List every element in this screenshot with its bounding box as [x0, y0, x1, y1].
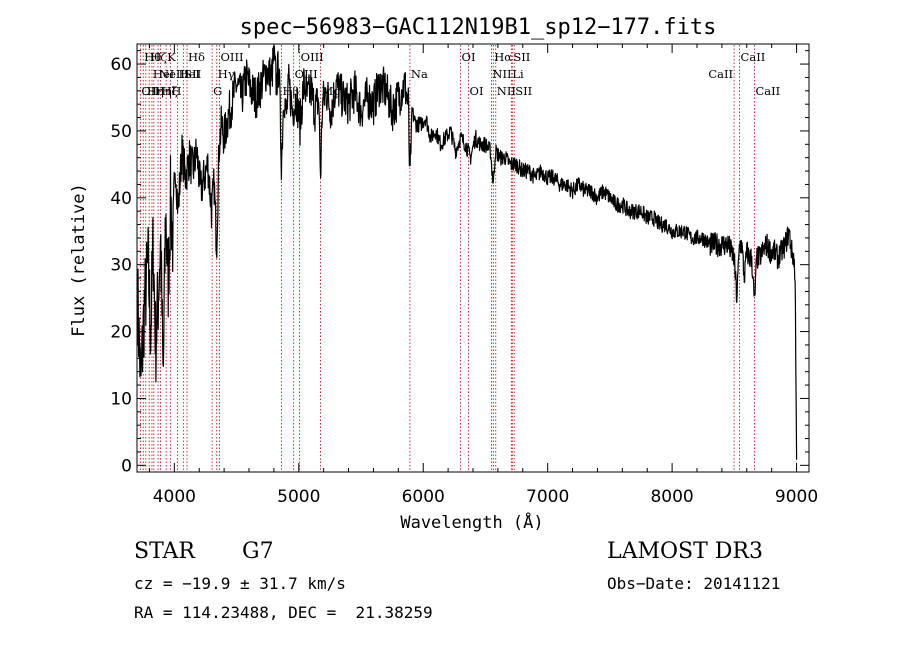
y-tick-label: 40 — [110, 189, 132, 209]
line-label-24: Hα — [494, 50, 512, 64]
x-axis-label: Wavelength (Å) — [400, 511, 543, 533]
y-tick-label: 20 — [110, 323, 132, 343]
y-tick-label: 50 — [110, 122, 132, 142]
line-label-3: Hζ — [150, 50, 166, 64]
x-tick-label: 9000 — [775, 487, 818, 507]
line-label-20: Na — [411, 67, 428, 81]
y-tick-label: 60 — [110, 55, 132, 75]
chart-title: spec−56983−GAC112N19B1_sp12−177.fits — [240, 15, 717, 40]
y-axis-label: Flux (relative) — [69, 183, 89, 337]
line-label-29: CaII — [708, 67, 733, 81]
line-label-23: NII — [492, 67, 511, 81]
line-label-31: CaII — [755, 84, 780, 98]
y-tick-label: 10 — [110, 389, 132, 409]
obs-date: Obs−Date: 20141121 — [607, 574, 781, 593]
line-label-15: OIII — [221, 50, 244, 64]
redshift-cz: cz = −19.9 ± 31.7 km/s — [134, 574, 346, 593]
line-label-28: SII — [515, 84, 532, 98]
line-label-10: HeI — [179, 67, 200, 81]
x-tick-label: 7000 — [526, 487, 569, 507]
line-label-27: SII — [513, 50, 530, 64]
line-label-18: OIII — [301, 50, 324, 64]
line-label-6: NeIII — [159, 67, 190, 81]
survey-name: LAMOST DR3 — [607, 539, 763, 564]
line-label-21: OI — [462, 50, 476, 64]
line-label-30: CaII — [741, 50, 766, 64]
line-label-4: HeI — [153, 67, 174, 81]
flux-series — [137, 45, 798, 460]
line-label-0: OII — [141, 84, 160, 98]
x-tick-label: 5000 — [277, 487, 320, 507]
x-tick-label: 8000 — [650, 487, 693, 507]
axis-ticks: 4000 5000 6000 7000 8000 9000 0 10 20 30 40 50 60 — [110, 44, 818, 507]
x-tick-label: 6000 — [402, 487, 445, 507]
x-tick-label: 4000 — [153, 487, 196, 507]
line-label-12: Hδ — [188, 50, 205, 64]
y-tick-label: 30 — [110, 256, 132, 276]
line-labels: OIIHθHηHζHeIHηNeIIIHζKHHeISIIHδGHγOIIIHβ… — [141, 50, 780, 98]
line-label-5: Hη — [155, 84, 172, 98]
object-class: STAR — [134, 539, 195, 564]
line-label-2: Hη — [147, 84, 164, 98]
line-label-17: OIII — [295, 67, 318, 81]
line-label-14: Hγ — [218, 67, 235, 81]
line-label-7: Hζ — [162, 84, 178, 98]
plot-frame — [136, 43, 810, 473]
line-label-11: SII — [184, 67, 201, 81]
object-subclass: G7 — [242, 539, 274, 564]
y-tick-label: 0 — [121, 456, 132, 476]
line-label-1: Hθ — [144, 50, 161, 64]
line-label-25: NII — [497, 84, 516, 98]
line-label-26: Li — [512, 67, 524, 81]
line-label-9: H — [171, 84, 181, 98]
line-label-22: OI — [470, 84, 484, 98]
line-label-8: K — [167, 50, 176, 64]
line-label-13: G — [213, 84, 222, 98]
coordinates: RA = 114.23488, DEC = 21.38259 — [134, 603, 433, 622]
